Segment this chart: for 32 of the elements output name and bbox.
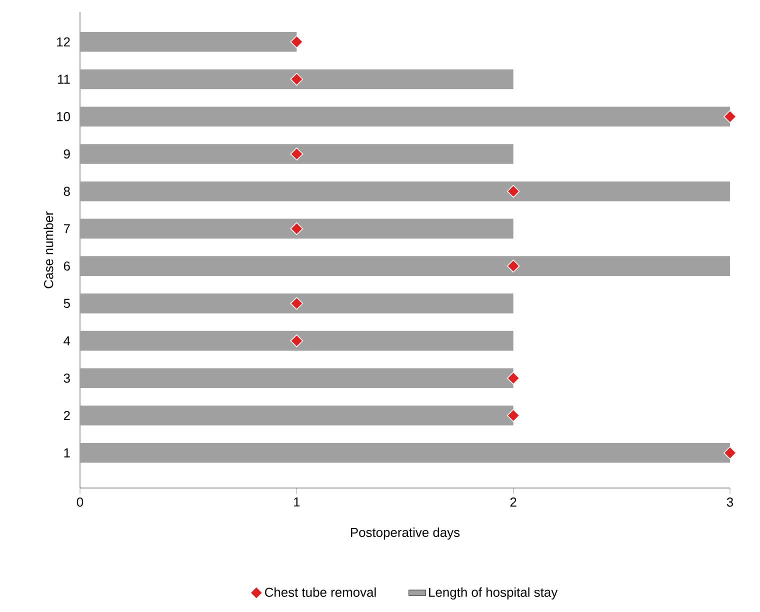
legend-label: Length of hospital stay (429, 587, 558, 600)
bar (80, 256, 730, 276)
y-tick-label: 2 (64, 410, 70, 420)
bar (80, 181, 730, 202)
bar (80, 368, 514, 388)
y-tick-label: 7 (64, 224, 70, 234)
y-axis-title: Case number (44, 211, 54, 288)
bar (80, 69, 514, 90)
x-tick-label: 3 (726, 498, 734, 507)
bar (80, 442, 730, 463)
x-tick-label: 2 (510, 498, 516, 507)
y-tick-label: 1 (64, 448, 70, 458)
y-tick-label: 5 (64, 298, 70, 308)
bar (80, 294, 514, 314)
y-tick-label: 8 (64, 186, 70, 196)
y-tick-label: 9 (64, 149, 70, 159)
x-axis-title: Postoperative days (350, 528, 460, 540)
bar (80, 406, 514, 426)
y-tick-label: 3 (64, 374, 70, 383)
y-tick-label: 10 (57, 112, 70, 122)
x-tick-label: 1 (294, 498, 300, 506)
legend-label: Chest tube removal (264, 587, 376, 597)
y-tick-label: 11 (58, 74, 70, 84)
x-tick-label: 0 (76, 498, 84, 507)
bar (80, 106, 730, 127)
bar (80, 218, 514, 239)
y-tick-label: 4 (64, 336, 70, 346)
y-tick-label: 6 (64, 261, 70, 271)
bar (80, 144, 514, 164)
y-tick-label: 12 (57, 37, 70, 46)
bar (80, 32, 297, 52)
bar (80, 330, 514, 351)
